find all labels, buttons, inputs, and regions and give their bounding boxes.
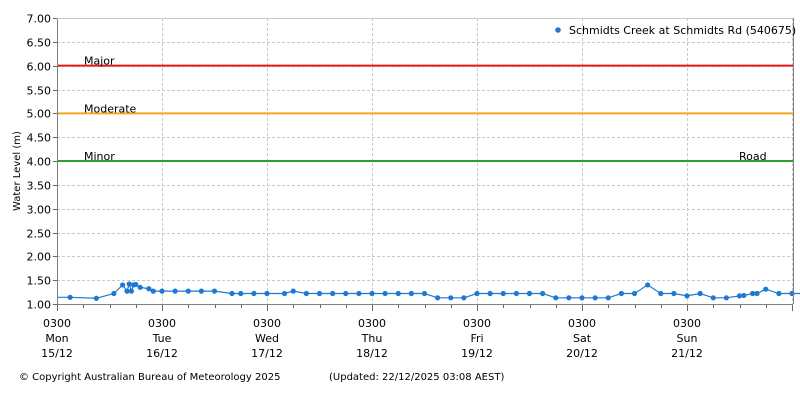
- svg-text:0300: 0300: [43, 317, 71, 330]
- y-tick-label: 3.00: [27, 204, 52, 217]
- y-tick-label: 6.50: [27, 37, 52, 50]
- svg-text:19/12: 19/12: [461, 347, 493, 360]
- svg-text:20/12: 20/12: [566, 347, 598, 360]
- svg-text:Wed: Wed: [255, 332, 279, 345]
- svg-text:15/12: 15/12: [41, 347, 73, 360]
- svg-text:18/12: 18/12: [356, 347, 388, 360]
- svg-text:0300: 0300: [358, 317, 386, 330]
- svg-text:Sun: Sun: [677, 332, 698, 345]
- y-tick-label: 2.50: [27, 228, 52, 241]
- axes: 7.00 6.50 6.00 5.50 5.00 4.50 4.00 3.50 3.00 2.50…: [12, 13, 794, 360]
- svg-text:0300: 0300: [568, 317, 596, 330]
- threshold-lines: Major Moderate Minor Road: [57, 55, 793, 163]
- y-tick-label: 6.00: [27, 61, 52, 74]
- threshold-label: Major: [84, 55, 115, 68]
- svg-text:Thu: Thu: [361, 332, 383, 345]
- svg-text:0300: 0300: [463, 317, 491, 330]
- svg-text:0300: 0300: [673, 317, 701, 330]
- y-tick-label: 2.00: [27, 251, 52, 264]
- updated-timestamp: (Updated: 22/12/2025 03:08 AEST): [329, 372, 505, 383]
- threshold-label: Road: [739, 150, 767, 163]
- y-tick-label: 5.50: [27, 85, 52, 98]
- legend-label: Schmidts Creek at Schmidts Rd (540675): [569, 24, 796, 37]
- y-tick-label: 5.00: [27, 108, 52, 121]
- svg-text:16/12: 16/12: [146, 347, 178, 360]
- y-tick-label: 4.00: [27, 156, 52, 169]
- legend: Schmidts Creek at Schmidts Rd (540675): [555, 24, 796, 37]
- svg-text:Tue: Tue: [152, 332, 172, 345]
- copyright-text: © Copyright Australian Bureau of Meteoro…: [19, 372, 281, 383]
- y-axis-label: Water Level (m): [12, 131, 23, 211]
- y-tick-label: 7.00: [27, 13, 52, 26]
- y-tick-label: 1.00: [27, 299, 52, 312]
- svg-text:0300: 0300: [253, 317, 281, 330]
- y-tick-label: 1.50: [27, 275, 52, 288]
- threshold-label: Minor: [84, 150, 115, 163]
- svg-text:17/12: 17/12: [251, 347, 283, 360]
- svg-text:Sat: Sat: [573, 332, 592, 345]
- threshold-label: Moderate: [84, 102, 137, 115]
- svg-text:Mon: Mon: [45, 332, 68, 345]
- svg-text:0300: 0300: [148, 317, 176, 330]
- svg-text:Fri: Fri: [470, 332, 483, 345]
- y-tick-label: 3.50: [27, 180, 52, 193]
- y-tick-label: 4.50: [27, 132, 52, 145]
- svg-text:21/12: 21/12: [671, 347, 703, 360]
- data-series: [57, 281, 800, 301]
- legend-marker-icon: [555, 27, 561, 33]
